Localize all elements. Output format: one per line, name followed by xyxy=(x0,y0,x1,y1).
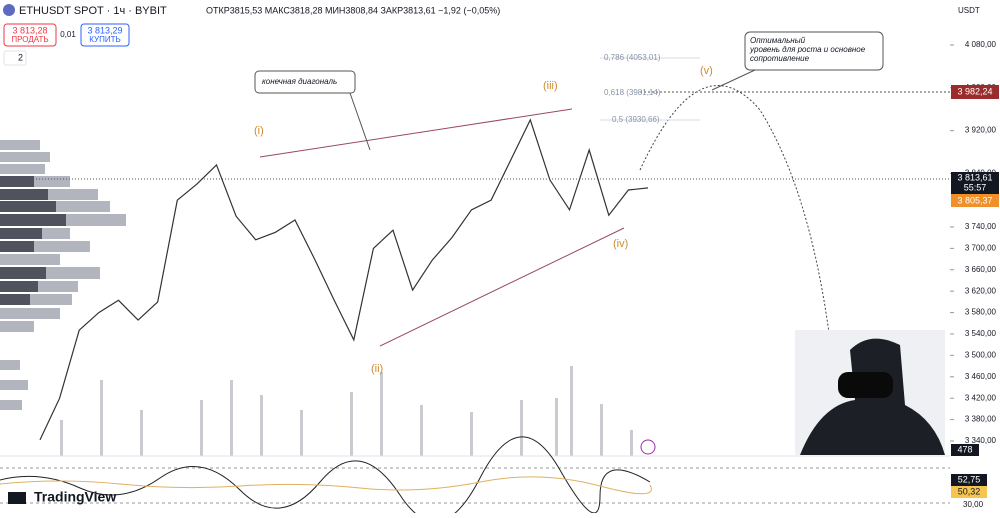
alert-icon[interactable] xyxy=(640,439,656,455)
price-tag-text: 3 805,37 xyxy=(957,195,992,205)
price-tag xyxy=(951,474,987,486)
buy-label: КУПИТЬ xyxy=(89,35,120,44)
wave-label: (iv) xyxy=(613,238,628,250)
price-tag-text: 52,75 xyxy=(958,474,981,484)
countdown: 55:57 xyxy=(964,182,987,192)
y-tick-label: 3 340,00 xyxy=(965,436,997,445)
sell-button[interactable] xyxy=(3,23,57,47)
price-tag-text: 3 813,61 xyxy=(957,172,992,182)
axis-label: 30,00 xyxy=(963,500,984,509)
callout-text: Оптимальный xyxy=(750,36,806,45)
y-tick-label: 3 500,00 xyxy=(965,350,997,359)
buy-button[interactable] xyxy=(80,23,130,47)
price-line xyxy=(39,118,649,441)
y-tick-label: 3 920,00 xyxy=(965,126,997,135)
callout xyxy=(254,70,356,94)
symbol: ETHUSDT SPOT · 1ч · BYBIT xyxy=(19,5,167,17)
fib-label: 0,786 (4053,01) xyxy=(604,53,661,62)
wave-label: (i) xyxy=(254,125,264,137)
price-tag-text: 3 982,24 xyxy=(957,86,992,96)
callout-text: сопротивление xyxy=(750,54,810,63)
price-tag xyxy=(951,85,999,99)
y-tick-label: 3 420,00 xyxy=(965,393,997,402)
callout-text: конечная диагональ xyxy=(262,77,337,86)
image-mask xyxy=(838,372,893,398)
y-tick-label: 3 620,00 xyxy=(965,286,997,295)
wave-label: (v) xyxy=(700,65,713,77)
callout-pointer xyxy=(349,92,371,151)
y-tick-label: 3 460,00 xyxy=(965,372,997,381)
logo-mark xyxy=(8,492,26,504)
callout xyxy=(744,31,884,71)
price-tag xyxy=(951,194,999,207)
y-tick-label: 3 700,00 xyxy=(965,243,997,252)
y-tick-label: 3 540,00 xyxy=(965,329,997,338)
price-tag-text: 478 xyxy=(957,444,972,454)
wave-label: (iii) xyxy=(543,80,558,92)
currency[interactable]: USDT xyxy=(958,6,980,15)
price-tag xyxy=(951,172,999,194)
y-tick-label: 4 080,00 xyxy=(965,40,997,49)
wedge-lower xyxy=(379,227,625,347)
sell-label: ПРОДАТЬ xyxy=(11,35,48,44)
symbol-icon xyxy=(3,4,15,16)
spread: 0,01 xyxy=(60,30,76,39)
price-tag xyxy=(951,444,979,456)
y-tick-label: 3 380,00 xyxy=(965,415,997,424)
layers-button[interactable] xyxy=(3,50,27,66)
volume-bars xyxy=(60,366,633,456)
volume-profile-dark xyxy=(0,176,66,305)
logo: TradingView xyxy=(34,489,116,505)
buy-price: 3 813,29 xyxy=(87,25,122,35)
sell-price: 3 813,28 xyxy=(12,25,47,35)
y-tick-label: 3 660,00 xyxy=(965,265,997,274)
price-tag xyxy=(951,486,987,498)
layers: 2 xyxy=(18,52,23,62)
y-tick-label: 3 580,00 xyxy=(965,308,997,317)
fib-label: 0,5 (3930,66) xyxy=(612,115,660,124)
fib-label: 0,618 (3981,14) xyxy=(604,88,661,97)
callout-text: уровень для роста и основное xyxy=(749,45,866,54)
wedge-upper xyxy=(259,108,573,158)
callout-pointer xyxy=(711,69,756,91)
ohlc: ОТКР3815,53 МАКС3818,28 МИН3808,84 ЗАКР3… xyxy=(206,5,500,15)
price-tag-text: 50,32 xyxy=(958,486,981,496)
wave-label: (ii) xyxy=(371,363,383,375)
rsi-line xyxy=(0,436,651,518)
y-tick-label: 3 740,00 xyxy=(965,222,997,231)
rsi-ma xyxy=(0,476,652,495)
